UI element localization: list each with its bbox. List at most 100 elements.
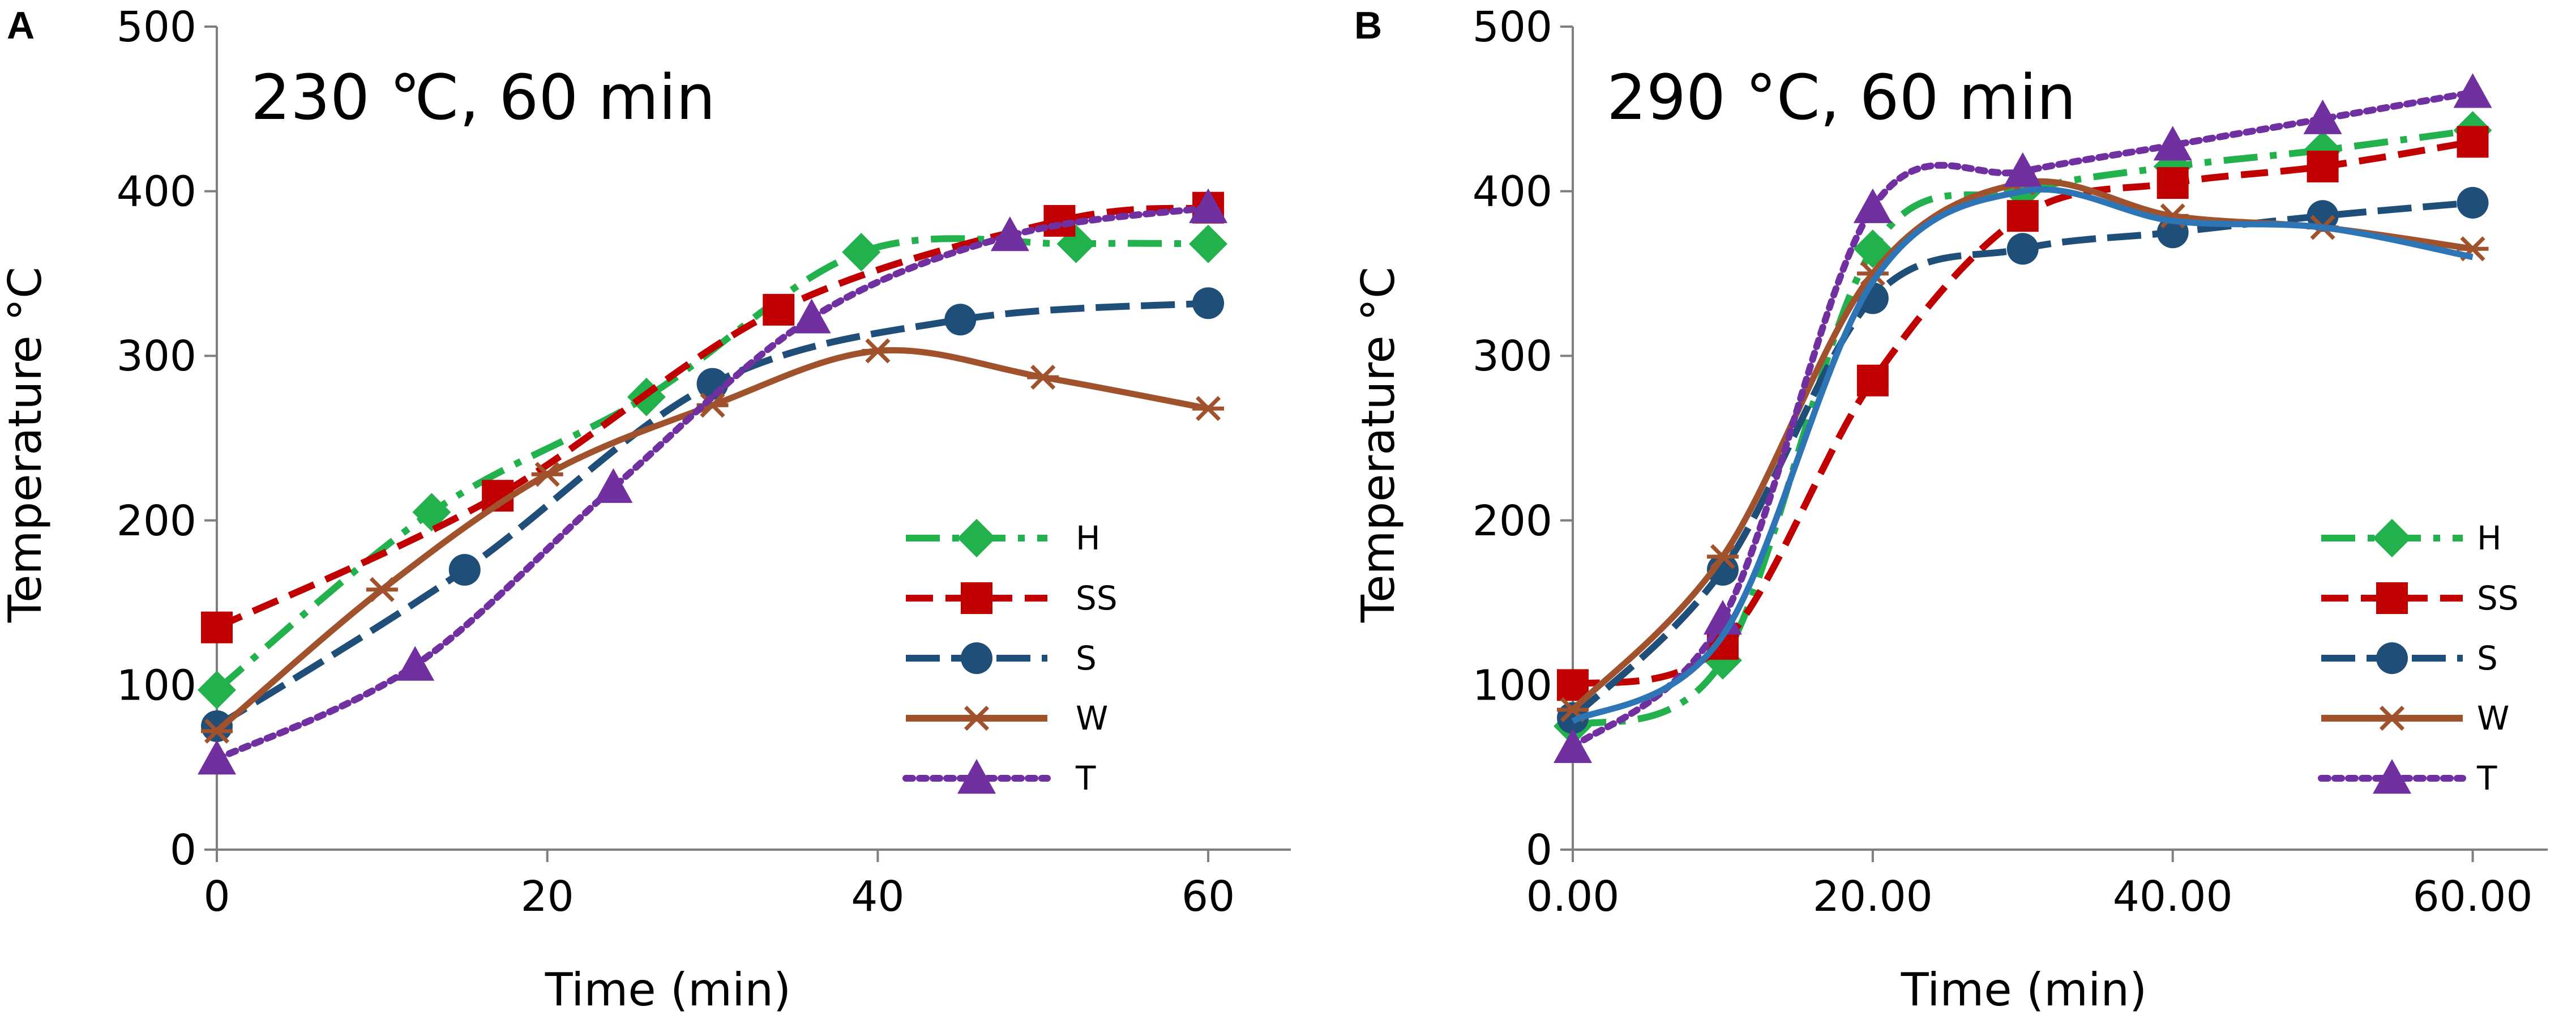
series-blue-curve [1571,186,2474,724]
series-t [1554,73,2492,764]
y-tick-label: 300 [1473,332,1552,381]
legend-item-h: H [906,519,1101,557]
legend-label: W [1076,699,1108,737]
data-point [2006,200,2039,232]
x-tick-label: 60 [1182,872,1235,921]
legend-marker [961,642,992,674]
legend-label: S [2477,639,2498,677]
legend-marker [961,582,992,614]
x-tick-label: 20 [521,872,574,921]
y-tick-label: 100 [1473,661,1552,710]
panel-b-chart: B 290 °C, 60 min Temperature °C Time (mi… [1352,3,2548,1016]
series-ss [1557,126,2489,701]
data-point [944,304,977,336]
x-tick-label: 0 [203,872,230,921]
legend-item-ss: SS [906,579,1118,617]
data-point [201,710,233,743]
y-axis-label: Temperature °C [1352,267,1405,623]
y-tick-label: 100 [117,661,196,710]
legend-label: H [1076,519,1101,557]
legend-item-w: W [906,699,1108,737]
legend-marker [2376,705,2408,731]
data-point [792,299,831,334]
y-tick-label: 0 [170,826,196,875]
data-point [2457,186,2489,219]
legend-label: SS [1076,579,1118,617]
x-tick-label: 40 [851,872,904,921]
data-point [531,462,563,487]
series-s [1557,186,2489,734]
legend-label: W [2477,699,2509,737]
series-w [201,338,1225,744]
x-tick-label: 20.00 [1813,872,1933,921]
data-point [594,468,633,503]
y-tick-label: 200 [117,497,196,545]
data-point [1189,188,1228,223]
panel-letter-a: A [7,4,35,47]
series-ss [201,191,1225,643]
legend-label: T [1075,759,1096,798]
data-point [2457,126,2489,158]
legend-label: SS [2477,579,2519,617]
panel-a-chart: A 230 ℃, 60 min Temperature °C Time (min… [0,3,1291,1016]
x-axis-label: Time (min) [545,963,791,1016]
data-point [1554,728,1592,764]
data-point [990,216,1029,251]
legend-item-s: S [906,639,1097,677]
series-h [198,224,1228,710]
data-point [1192,396,1225,421]
data-point [842,233,881,272]
legend-marker [2373,759,2411,794]
y-tick-label: 500 [1473,3,1552,52]
legend-item-h: H [2321,519,2502,557]
data-point [2003,152,2042,187]
series-line [213,204,1212,763]
data-point [2307,151,2339,183]
y-tick-label: 200 [1473,497,1552,545]
series-s [201,287,1225,743]
series-line [1571,186,2474,724]
legend-item-ss: SS [2321,579,2519,617]
y-axis-label: Temperature °C [0,267,52,623]
y-tick-label: 300 [117,332,196,381]
data-point [2153,126,2192,161]
y-tick-label: 0 [1526,826,1552,875]
series-t [198,188,1228,775]
x-tick-label: 40.00 [2113,872,2233,921]
y-tick-label: 400 [117,168,196,216]
legend-item-s: S [2321,639,2498,677]
legend-item-t: T [902,759,1096,798]
x-tick-label: 0.00 [1526,872,1620,921]
legend-label: T [2476,759,2497,798]
data-point [1189,224,1228,263]
data-point [1856,364,1889,396]
data-point [1027,364,1059,390]
y-tick-label: 400 [1473,168,1552,216]
data-point [198,740,236,775]
chart-title: 290 °C, 60 min [1607,61,2076,134]
chart-title: 230 ℃, 60 min [251,61,716,134]
data-point [1192,287,1225,319]
legend-item-w: W [2321,699,2509,737]
data-point [862,338,894,364]
data-point [2453,73,2492,108]
data-point [198,671,236,710]
data-point [2006,233,2039,265]
data-point [763,293,795,326]
legend-marker [2376,582,2408,614]
legend-label: S [1076,639,1097,677]
series-line [215,300,1209,730]
legend-marker [957,759,996,794]
legend-marker [2376,642,2408,674]
data-point [201,611,233,643]
y-tick-label: 500 [117,3,196,52]
series-line [215,204,1209,631]
x-axis-label: Time (min) [1901,963,2147,1016]
data-point [366,577,398,602]
legend-item-t: T [2318,759,2497,798]
data-point [2303,99,2342,134]
legend-label: H [2477,519,2502,557]
